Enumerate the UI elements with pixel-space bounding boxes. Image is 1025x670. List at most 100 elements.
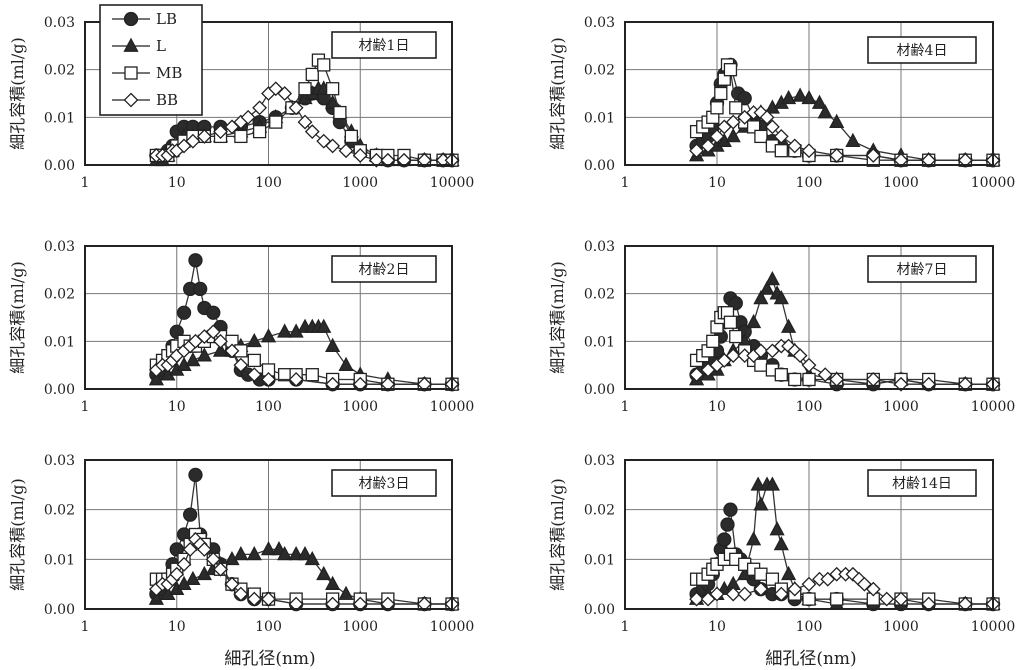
y-tick-label: 0.02	[44, 287, 75, 303]
x-tick-label: 1000	[883, 619, 919, 635]
data-point-lb	[188, 467, 203, 483]
x-tick-label: 100	[255, 175, 282, 191]
data-point-bb	[725, 348, 741, 364]
data-point-mb	[802, 592, 816, 606]
x-tick-label: 1000	[342, 399, 378, 415]
data-point-bb	[288, 372, 304, 387]
annotation-label: 材齢1日	[359, 38, 410, 54]
y-tick-label: 0.01	[44, 552, 75, 568]
data-point-mb	[802, 372, 816, 387]
x-tick-label: 10000	[430, 619, 475, 635]
data-point-bb	[182, 541, 198, 557]
x-tick-label: 10000	[971, 399, 1016, 415]
x-tick-label: 10	[708, 175, 726, 191]
data-point-bb	[893, 591, 909, 607]
y-tick-label: 0.02	[584, 63, 615, 79]
data-point-l	[759, 280, 775, 295]
data-point-mb	[774, 368, 788, 382]
data-point-bb	[233, 357, 249, 373]
data-point-bb	[709, 128, 725, 144]
x-tick-label: 10000	[971, 175, 1016, 191]
data-point-lb	[193, 281, 208, 297]
data-point-l	[325, 337, 341, 352]
y-tick-label: 0.00	[584, 382, 615, 398]
data-point-bb	[338, 143, 354, 159]
x-tick-label: 10	[708, 399, 726, 415]
chart-panel-3: 1 10 100 1000 10000 0.00 0.01 0.02 0.03 細孔容積(ml/g…	[8, 239, 474, 415]
data-point-bb	[297, 114, 313, 130]
data-point-l	[277, 323, 293, 338]
data-point-l	[277, 545, 293, 561]
y-tick-label: 0.00	[44, 602, 75, 618]
y-tick-label: 0.03	[44, 15, 75, 31]
data-point-mb	[317, 58, 331, 72]
data-point-bb	[246, 367, 262, 383]
data-point-bb	[252, 100, 268, 116]
data-point-bb	[787, 581, 803, 597]
chart-panel-2: 1 10 100 1000 10000 0.00 0.01 0.02 0.03 細孔容積(ml/g…	[548, 15, 1015, 191]
data-point-l	[288, 545, 304, 561]
data-point-l	[845, 132, 861, 148]
data-point-bb	[737, 586, 753, 602]
y-tick-label: 0.03	[44, 239, 75, 255]
data-point-bb	[246, 591, 262, 607]
data-point-bb	[416, 376, 432, 392]
data-point-bb	[921, 152, 937, 168]
data-point-l	[764, 270, 780, 286]
data-point-bb	[213, 333, 228, 349]
data-point-bb	[801, 576, 817, 592]
x-tick-label: 1	[621, 619, 630, 635]
x-tick-label: 10000	[971, 619, 1016, 635]
data-point-bb	[416, 596, 432, 612]
data-point-bb	[380, 376, 396, 392]
data-point-bb	[176, 556, 192, 572]
annotation-label: 材齢14日	[892, 476, 952, 492]
x-tick-label: 10	[168, 175, 186, 191]
data-point-bb	[261, 372, 276, 387]
data-point-mb	[754, 129, 768, 144]
data-point-mb	[305, 67, 319, 82]
data-point-bb	[224, 343, 240, 359]
x-tick-label: 1	[81, 175, 90, 191]
data-point-l	[148, 590, 164, 605]
y-tick-label: 0.03	[44, 453, 75, 469]
data-point-l	[246, 332, 262, 348]
x-tick-label: 100	[796, 399, 823, 415]
legend-label-l: L	[156, 37, 166, 55]
y-axis-label: 細孔容積(ml/g)	[548, 37, 567, 149]
annotation-box	[867, 36, 977, 64]
data-point-bb	[325, 376, 341, 392]
data-point-bb	[787, 138, 803, 154]
y-tick-label: 0.02	[584, 287, 615, 303]
y-tick-label: 0.03	[584, 239, 615, 255]
data-point-bb	[261, 591, 276, 607]
x-tick-label: 1000	[342, 619, 378, 635]
x-axis-label-left: 細孔径(nm)	[224, 649, 315, 669]
x-tick-label: 1000	[883, 175, 919, 191]
data-point-mb	[788, 372, 802, 387]
y-tick-label: 0.02	[44, 63, 75, 79]
data-point-l	[801, 89, 817, 105]
data-point-l	[304, 550, 320, 566]
data-point-bb	[801, 143, 817, 159]
data-point-mb	[723, 63, 738, 77]
data-point-bb	[325, 138, 341, 154]
data-point-bb	[185, 133, 201, 149]
data-point-mb	[765, 572, 780, 586]
y-axis-label: 細孔容積(ml/g)	[548, 478, 567, 590]
legend-label-bb: BB	[156, 91, 178, 109]
x-axis-label-right: 細孔径(nm)	[765, 649, 856, 669]
y-tick-label: 0.01	[44, 334, 75, 350]
data-point-l	[260, 541, 277, 556]
x-tick-label: 1	[81, 619, 90, 635]
data-point-l	[325, 94, 341, 109]
data-point-bb	[213, 124, 228, 140]
annotation-box	[867, 469, 977, 497]
data-point-bb	[240, 109, 256, 125]
y-tick-label: 0.02	[584, 503, 615, 519]
data-point-l	[817, 104, 833, 119]
data-point-bb	[233, 586, 249, 602]
x-tick-label: 100	[796, 619, 823, 635]
data-point-bb	[709, 586, 725, 602]
